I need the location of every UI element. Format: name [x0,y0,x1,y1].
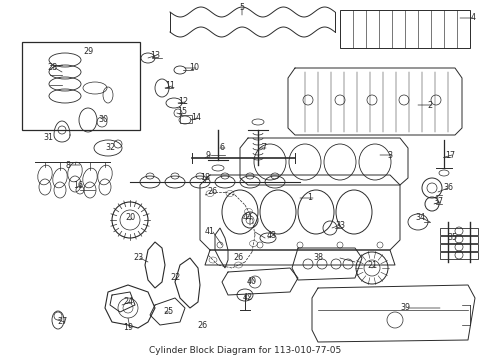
Text: 43: 43 [267,230,277,239]
Text: 13: 13 [150,50,160,59]
Text: 22: 22 [170,274,180,283]
Text: 17: 17 [445,150,455,159]
Text: 25: 25 [163,307,173,316]
Text: 4: 4 [470,13,475,22]
Text: 34: 34 [415,213,425,222]
Text: 30: 30 [98,116,108,125]
Text: 24: 24 [123,297,133,306]
Text: 19: 19 [123,324,133,333]
Text: 44: 44 [243,213,253,222]
Text: 15: 15 [177,108,187,117]
Text: 38: 38 [313,253,323,262]
Text: 23: 23 [133,253,143,262]
Bar [180,115,192,123]
Text: 40: 40 [247,278,257,287]
Bar [440,244,478,251]
Bar [440,236,478,243]
Text: 39: 39 [400,303,410,312]
Text: Cylinder Block Diagram for 113-010-77-05: Cylinder Block Diagram for 113-010-77-05 [149,346,341,355]
Text: 5: 5 [240,4,245,13]
Text: 42: 42 [243,293,253,302]
Text: 32: 32 [105,144,115,153]
Text: 31: 31 [43,134,53,143]
Bar [440,228,478,235]
Text: 3: 3 [388,150,392,159]
Text: 10: 10 [189,63,199,72]
Text: 41: 41 [205,228,215,237]
Text: 8: 8 [66,161,71,170]
Text: 37: 37 [433,198,443,207]
Text: 27: 27 [57,318,67,327]
Text: 1: 1 [308,194,313,202]
Text: 35: 35 [447,234,457,243]
Text: 36: 36 [443,184,453,193]
Text: 14: 14 [191,113,201,122]
Text: 33: 33 [335,220,345,230]
Text: 6: 6 [220,144,224,153]
Bar [340,10,470,48]
Text: 28: 28 [47,63,57,72]
Text: 16: 16 [73,180,83,189]
Text: 2: 2 [427,100,433,109]
Text: 21: 21 [367,261,377,270]
Bar [22,42,140,130]
Text: 12: 12 [178,98,188,107]
Text: 26: 26 [233,253,243,262]
Text: 9: 9 [205,150,211,159]
Text: 20: 20 [125,213,135,222]
Text: 18: 18 [200,174,210,183]
Text: 26: 26 [197,320,207,329]
Text: 26: 26 [207,188,217,197]
Text: 11: 11 [165,81,175,90]
Text: 29: 29 [83,48,93,57]
Bar [440,252,478,259]
Text: 7: 7 [262,144,267,153]
